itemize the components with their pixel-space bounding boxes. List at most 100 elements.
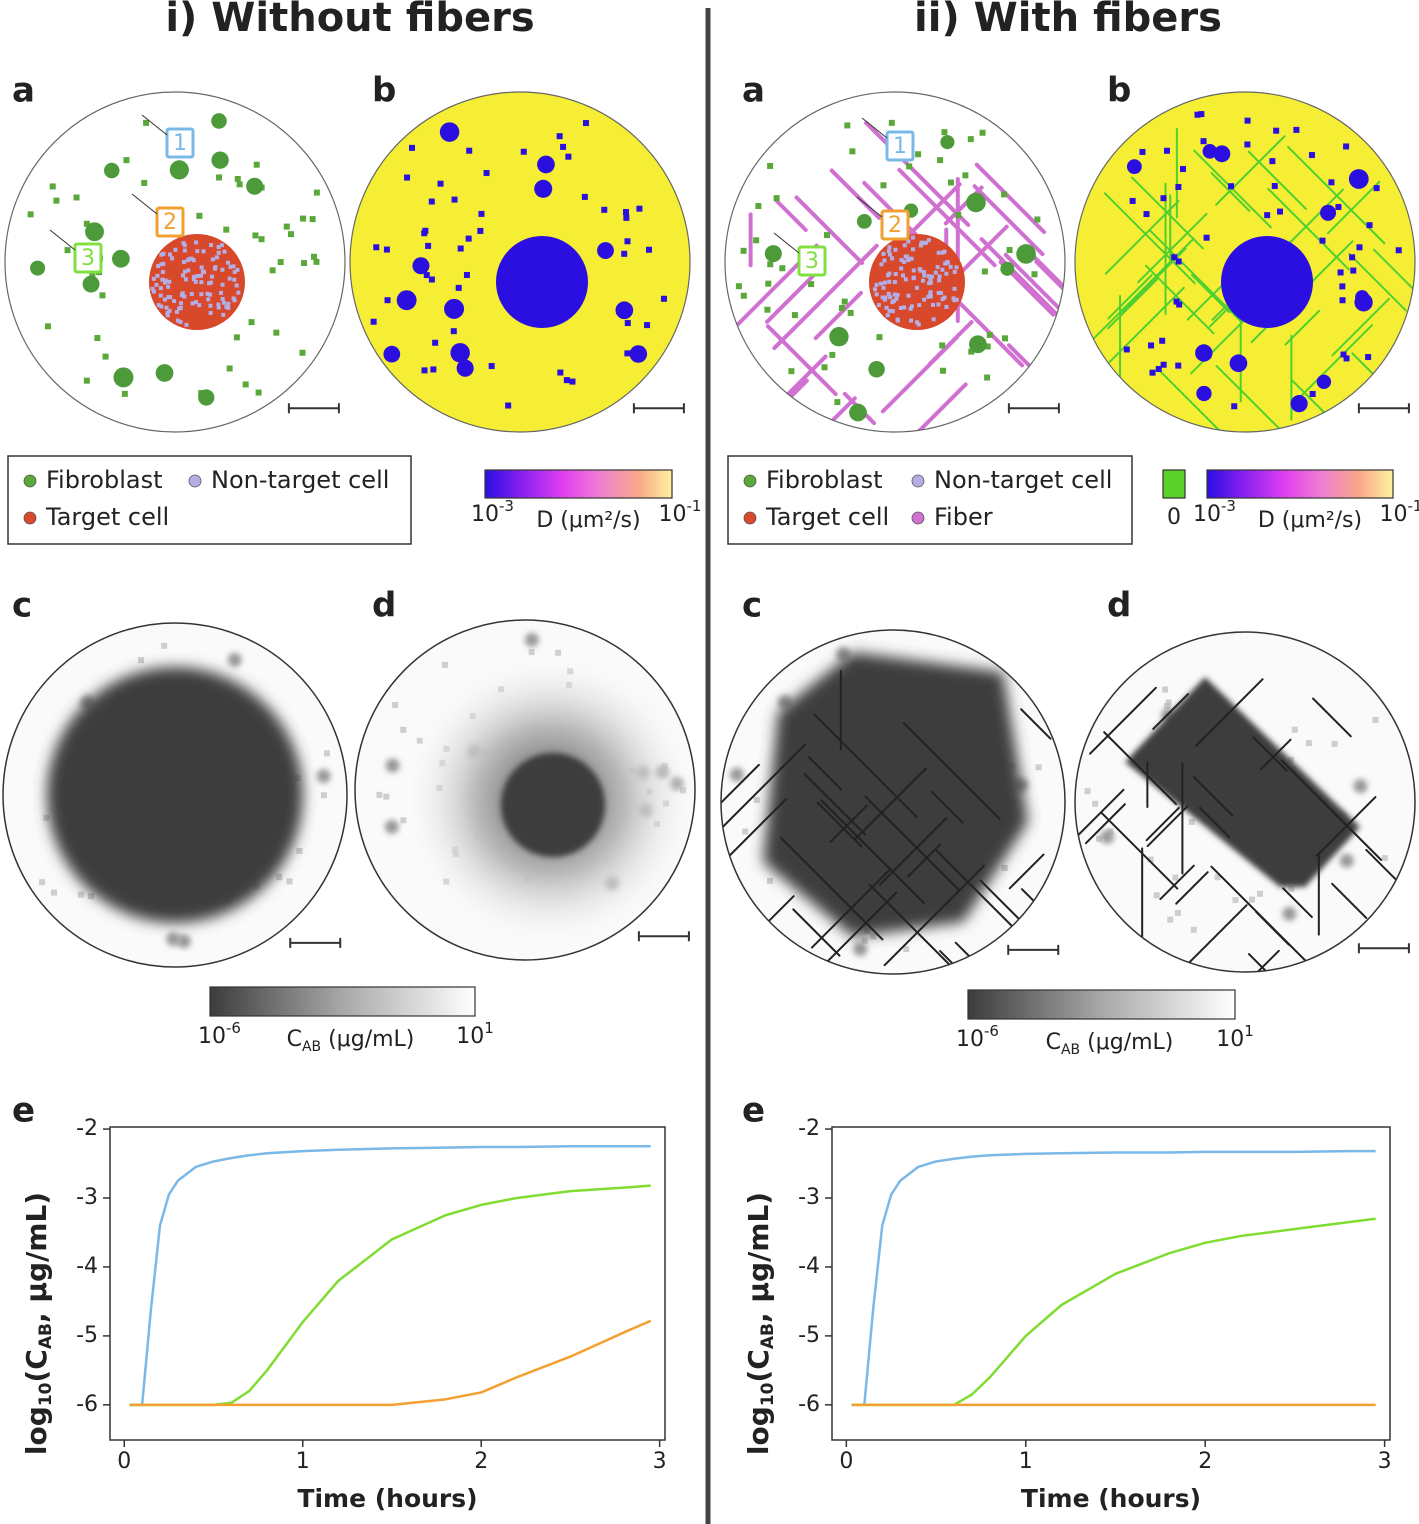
y-tick-label: -2 bbox=[76, 1116, 98, 1141]
cell bbox=[373, 244, 380, 251]
cell bbox=[742, 828, 749, 835]
cell bbox=[1159, 337, 1166, 344]
fibroblast bbox=[764, 245, 782, 263]
fibroblast bbox=[788, 368, 795, 375]
colorbar bbox=[484, 469, 673, 499]
non-target bbox=[209, 243, 214, 248]
non-target bbox=[952, 286, 957, 291]
base: 10 bbox=[1380, 502, 1408, 527]
non-target bbox=[159, 262, 164, 267]
non-target bbox=[916, 322, 921, 327]
cell bbox=[1264, 212, 1271, 219]
fiber bbox=[721, 798, 787, 888]
non-target bbox=[882, 258, 887, 263]
cell bbox=[370, 318, 377, 325]
non-target bbox=[164, 305, 169, 310]
cell bbox=[466, 147, 473, 154]
non-target bbox=[951, 296, 956, 301]
non-target bbox=[880, 295, 885, 300]
non-target bbox=[872, 287, 877, 292]
fiber bbox=[820, 799, 925, 905]
cell bbox=[563, 377, 570, 384]
fibroblast bbox=[1001, 191, 1008, 198]
series-line bbox=[129, 1145, 651, 1407]
non-target bbox=[926, 294, 931, 299]
fiber bbox=[1210, 172, 1251, 212]
non-target bbox=[918, 243, 923, 248]
cell bbox=[1203, 234, 1210, 241]
cell bbox=[1244, 141, 1251, 148]
cell bbox=[463, 271, 470, 278]
fiber bbox=[813, 713, 918, 819]
fibroblast bbox=[85, 222, 104, 242]
fiber bbox=[1159, 864, 1195, 901]
non-target bbox=[887, 252, 892, 257]
cell bbox=[1320, 204, 1337, 221]
fibroblast bbox=[765, 280, 772, 287]
non-target bbox=[909, 304, 914, 309]
cell bbox=[385, 758, 400, 773]
non-target bbox=[928, 280, 933, 285]
fibroblast bbox=[779, 265, 786, 272]
fiber bbox=[1326, 180, 1381, 235]
x-tick-label: 0 bbox=[839, 1449, 853, 1474]
fiber bbox=[1104, 199, 1180, 275]
fiber bbox=[864, 120, 971, 227]
fibroblast bbox=[740, 292, 747, 299]
cell bbox=[432, 339, 439, 346]
outline bbox=[354, 619, 696, 961]
cell bbox=[1269, 158, 1276, 165]
cell bbox=[1084, 788, 1091, 795]
cell bbox=[1165, 699, 1172, 706]
fibroblast bbox=[906, 163, 913, 170]
colorbar-tick-label: 0 bbox=[1167, 505, 1181, 530]
fibroblast bbox=[141, 179, 148, 186]
cell bbox=[1195, 344, 1213, 362]
non-target bbox=[231, 264, 236, 269]
y-tick-label: -4 bbox=[798, 1254, 820, 1279]
subscript: AB bbox=[1061, 1042, 1080, 1058]
cell bbox=[1143, 211, 1150, 218]
cell bbox=[457, 245, 464, 252]
cell bbox=[421, 367, 428, 374]
fiber bbox=[829, 804, 868, 843]
cell bbox=[1305, 740, 1312, 747]
legend-marker bbox=[743, 474, 757, 488]
non-target bbox=[167, 252, 172, 257]
non-target bbox=[917, 303, 922, 308]
cell bbox=[478, 210, 485, 217]
cell bbox=[524, 632, 539, 647]
y-axis-label-part: log bbox=[20, 1406, 53, 1455]
fibroblast bbox=[196, 212, 203, 219]
cell bbox=[1153, 892, 1160, 899]
non-target bbox=[884, 305, 889, 310]
colorbar-tick-label: 10-6 bbox=[956, 1022, 999, 1053]
non-target bbox=[879, 262, 884, 267]
fibroblast bbox=[269, 267, 276, 274]
non-target bbox=[173, 247, 178, 252]
cell bbox=[569, 378, 576, 385]
fiber bbox=[1247, 953, 1305, 972]
cell bbox=[903, 945, 910, 952]
fiber bbox=[1331, 882, 1368, 919]
non-target bbox=[952, 270, 957, 275]
fibroblast bbox=[967, 136, 974, 143]
exponent: -6 bbox=[226, 1019, 241, 1037]
non-target bbox=[944, 271, 949, 276]
fibroblast bbox=[104, 162, 120, 179]
y-axis-label-part: (C bbox=[20, 1349, 53, 1382]
cell bbox=[537, 155, 555, 174]
exponent: -6 bbox=[984, 1022, 999, 1040]
non-target bbox=[231, 296, 236, 301]
non-target bbox=[887, 308, 892, 313]
fibroblast bbox=[258, 236, 265, 243]
fiber bbox=[772, 243, 879, 351]
non-target bbox=[906, 239, 911, 244]
non-target bbox=[930, 274, 935, 279]
non-target bbox=[909, 318, 914, 323]
fiber bbox=[868, 883, 965, 974]
panel-image bbox=[3, 623, 347, 967]
fibroblast bbox=[313, 258, 320, 265]
fibroblast bbox=[966, 192, 986, 213]
fiber bbox=[902, 722, 1001, 820]
